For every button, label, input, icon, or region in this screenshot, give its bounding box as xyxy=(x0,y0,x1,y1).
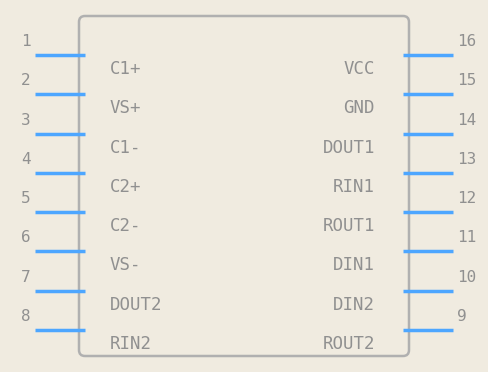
Text: DIN1: DIN1 xyxy=(333,256,375,275)
Text: ROUT2: ROUT2 xyxy=(323,335,375,353)
Text: 12: 12 xyxy=(457,191,476,206)
Text: RIN2: RIN2 xyxy=(110,335,152,353)
Text: VS+: VS+ xyxy=(110,99,142,117)
Text: 13: 13 xyxy=(457,152,476,167)
Text: 4: 4 xyxy=(21,152,31,167)
Text: C1+: C1+ xyxy=(110,60,142,78)
Text: 6: 6 xyxy=(21,230,31,246)
Text: 10: 10 xyxy=(457,270,476,285)
Text: C1-: C1- xyxy=(110,139,142,157)
Text: 16: 16 xyxy=(457,34,476,49)
Text: VS-: VS- xyxy=(110,256,142,275)
Text: VCC: VCC xyxy=(344,60,375,78)
Text: 7: 7 xyxy=(21,270,31,285)
Text: 9: 9 xyxy=(457,309,467,324)
Text: GND: GND xyxy=(344,99,375,117)
Text: DOUT2: DOUT2 xyxy=(110,296,163,314)
Text: 3: 3 xyxy=(21,113,31,128)
Text: C2-: C2- xyxy=(110,217,142,235)
FancyBboxPatch shape xyxy=(79,16,409,356)
Text: DIN2: DIN2 xyxy=(333,296,375,314)
Text: 1: 1 xyxy=(21,34,31,49)
Text: ROUT1: ROUT1 xyxy=(323,217,375,235)
Text: DOUT1: DOUT1 xyxy=(323,139,375,157)
Text: 11: 11 xyxy=(457,230,476,246)
Text: 15: 15 xyxy=(457,73,476,88)
Text: 8: 8 xyxy=(21,309,31,324)
Text: RIN1: RIN1 xyxy=(333,178,375,196)
Text: C2+: C2+ xyxy=(110,178,142,196)
Text: 14: 14 xyxy=(457,113,476,128)
Text: 5: 5 xyxy=(21,191,31,206)
Text: 2: 2 xyxy=(21,73,31,88)
